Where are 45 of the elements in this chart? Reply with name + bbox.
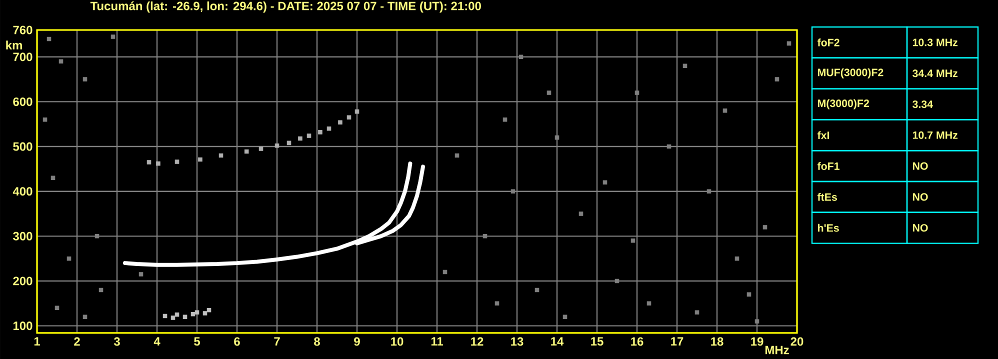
x-tick-label: 10 bbox=[391, 337, 404, 346]
text: M(3000)F2 bbox=[818, 99, 869, 110]
x-tick-label: 9 bbox=[354, 337, 360, 346]
x-tick-label: 12 bbox=[471, 337, 484, 346]
text: 3.34 bbox=[912, 100, 933, 108]
x-tick-label: 14 bbox=[551, 337, 564, 346]
text: MUF(3000)F2 bbox=[818, 68, 884, 78]
text: NO bbox=[912, 193, 928, 201]
x-tick-label: 11 bbox=[431, 337, 444, 346]
x-tick-label: 17 bbox=[671, 337, 684, 346]
y-tick-label: 500 bbox=[13, 142, 32, 151]
x-tick-label: 4 bbox=[154, 337, 160, 346]
y-tick-label: 300 bbox=[13, 232, 32, 240]
y-tick-label: 600 bbox=[13, 97, 32, 106]
y-tick-label: 400 bbox=[12, 187, 32, 196]
text: NO bbox=[912, 162, 928, 170]
y-tick-label: 100 bbox=[13, 322, 32, 330]
y-tick-label: 700 bbox=[13, 52, 32, 62]
x-axis-title: MHz bbox=[765, 346, 789, 354]
y-axis-title: km bbox=[6, 40, 22, 50]
x-tick-label: 18 bbox=[711, 337, 724, 346]
text: foF2 bbox=[817, 38, 840, 46]
x-tick-label: 7 bbox=[274, 337, 280, 346]
text: h'Es bbox=[818, 224, 839, 232]
text: 34.4 MHz bbox=[912, 70, 958, 78]
x-tick-label: 3 bbox=[114, 337, 120, 346]
text: 10.3 MHz bbox=[912, 38, 958, 46]
x-tick-label: 6 bbox=[234, 337, 240, 346]
text: ftEs bbox=[817, 193, 837, 201]
x-tick-label: 8 bbox=[314, 337, 320, 346]
x-tick-label: 5 bbox=[194, 337, 200, 346]
x-tick-label: 15 bbox=[591, 337, 604, 346]
text: fxI bbox=[817, 131, 830, 139]
y-tick-label: 200 bbox=[13, 276, 32, 286]
x-tick-label: 13 bbox=[511, 337, 524, 346]
text: NO bbox=[912, 224, 928, 232]
chart-title: Tucumán (lat: -26.9, lon: 294.6) - DATE: 2025 07 07 - TIME (UT): 21:00 bbox=[90, 1, 481, 13]
text: 10.7 MHz bbox=[912, 131, 958, 139]
y-tick-label: 760 bbox=[13, 26, 32, 34]
x-tick-label: 2 bbox=[74, 337, 80, 346]
x-tick-label: 16 bbox=[631, 337, 644, 346]
x-tick-label: 1 bbox=[34, 337, 40, 346]
x-tick-label: 19 bbox=[751, 337, 764, 346]
x-tick-label: 20 bbox=[790, 337, 804, 346]
text: foF1 bbox=[817, 162, 840, 170]
